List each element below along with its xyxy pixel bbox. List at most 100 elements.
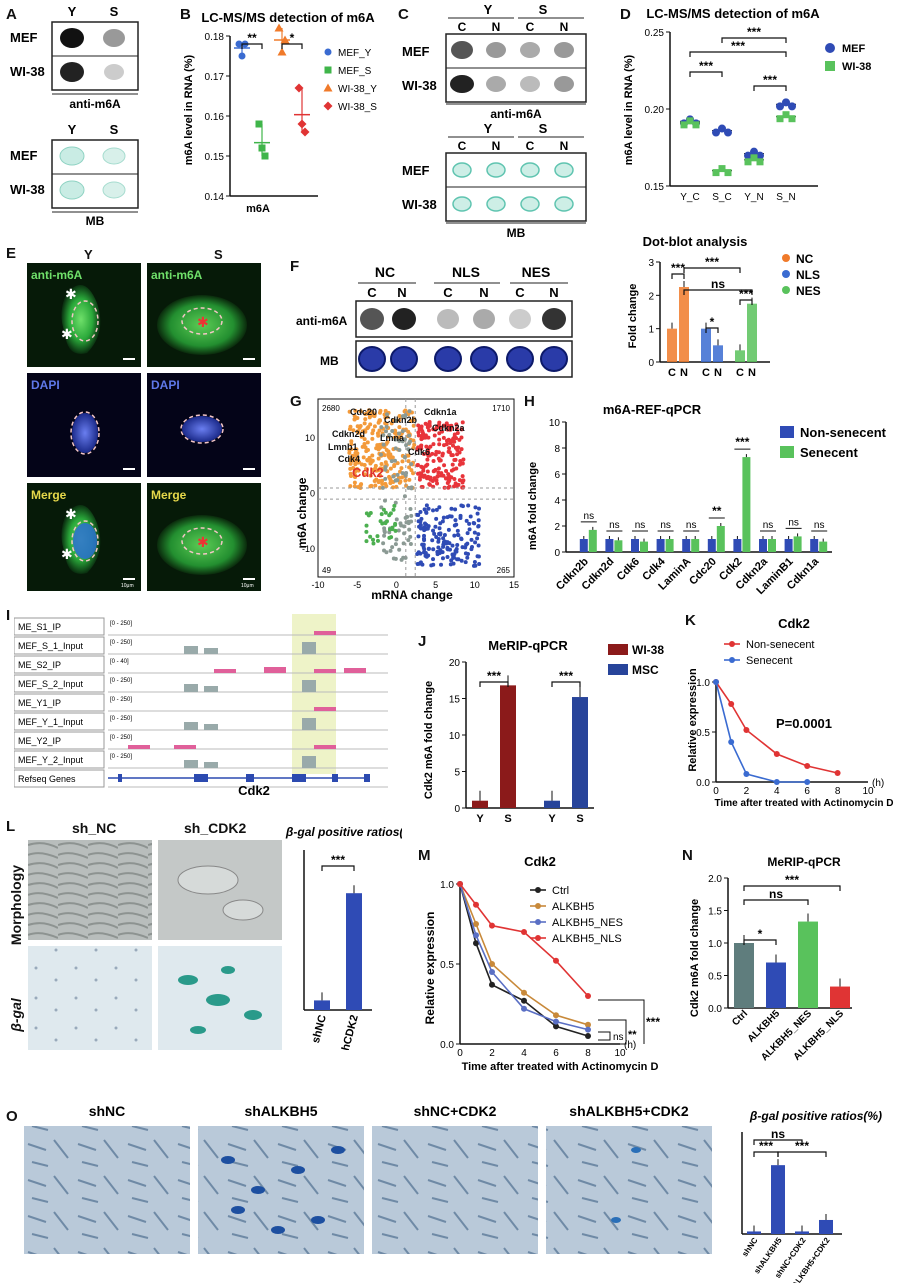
exon <box>364 774 370 782</box>
scatter-point <box>463 560 468 565</box>
track-range: [0 - 250] <box>110 754 132 760</box>
scatter-point <box>422 533 427 538</box>
cell-y <box>61 285 101 354</box>
data-point <box>788 115 796 123</box>
legend-marker <box>535 887 541 893</box>
scatter-point <box>442 463 447 468</box>
bar <box>346 893 362 1010</box>
sig-label: ns <box>609 520 620 531</box>
scatter-point <box>437 505 442 510</box>
scatter-point <box>431 508 436 513</box>
scatter-point <box>362 421 367 426</box>
bar <box>735 350 745 362</box>
scatter-point <box>419 427 424 432</box>
bar <box>733 539 742 552</box>
x-tick-label: 0 <box>457 1048 463 1059</box>
y-tick-label: 0.0 <box>440 1040 454 1051</box>
scatter-point <box>456 533 461 538</box>
scatter-point <box>361 455 366 460</box>
stained-cell <box>231 1206 245 1214</box>
scatter-point <box>352 413 357 418</box>
scatter-point <box>459 427 464 432</box>
sig-label: ** <box>628 1029 637 1041</box>
x-tick-label: 10 <box>862 786 874 797</box>
scatter-point <box>391 474 396 479</box>
track-label-box <box>14 617 105 636</box>
bar <box>793 536 802 552</box>
legend-label: MSC <box>632 663 659 677</box>
x-tick-label: 2 <box>744 786 750 797</box>
scatter-point <box>376 443 381 448</box>
panel-label-i: I <box>6 607 11 624</box>
x-tick-label: Y <box>476 813 484 825</box>
scatter-point <box>444 541 449 546</box>
svg-text:✱: ✱ <box>197 314 209 330</box>
scatter-point <box>437 526 442 531</box>
scatter-point <box>378 466 383 471</box>
sig-label: *** <box>735 435 749 449</box>
y-tick-label: 8 <box>554 444 560 455</box>
scatter-point <box>386 449 391 454</box>
sig-bracket <box>689 71 723 77</box>
scatter-point <box>447 541 452 546</box>
y-axis-label: Cdk2 m6A fold change <box>423 681 435 799</box>
mb-spot <box>59 180 85 200</box>
x-tick-label: N <box>748 367 756 379</box>
scatter-point <box>431 557 436 562</box>
sig-label: ns <box>763 520 774 531</box>
scatter-point <box>395 461 400 466</box>
scatter-point <box>351 428 356 433</box>
sub-c: C <box>458 20 467 34</box>
scatter-point <box>449 468 454 473</box>
sig-bracket <box>671 273 685 279</box>
group-nes: NES <box>522 264 551 280</box>
scatter-point <box>383 510 388 515</box>
scatter-point <box>424 554 429 559</box>
panel-label-j: J <box>418 633 427 650</box>
stained-cell <box>311 1216 325 1224</box>
bar <box>588 529 597 552</box>
scatter-point <box>431 547 436 552</box>
bar <box>784 539 793 552</box>
track-range: [0 - 250] <box>110 678 132 684</box>
sig-label: *** <box>785 873 799 887</box>
scatter-point <box>368 534 373 539</box>
coverage-peak <box>314 745 336 749</box>
scatter-point <box>358 424 363 429</box>
scatter-point <box>368 461 373 466</box>
sig-bracket <box>777 1151 827 1157</box>
dot-blot-spot <box>60 62 84 82</box>
sig-label: *** <box>646 1015 660 1029</box>
y-axis-label: m6A level in RNA (%) <box>623 54 635 165</box>
scatter-point <box>355 415 360 420</box>
scatter-point <box>373 483 378 488</box>
svg-text:N: N <box>560 139 569 153</box>
data-point <box>255 120 263 128</box>
legend-label: WI-38_Y <box>338 84 377 95</box>
bar <box>810 539 819 552</box>
sig-bracket <box>753 1139 803 1145</box>
scatter-point <box>418 510 423 515</box>
y-tick-label: 0.20 <box>645 105 665 116</box>
y-tick-label: 0.5 <box>440 960 454 971</box>
scatter-point <box>385 412 390 417</box>
data-point <box>776 102 784 111</box>
scatter-point <box>378 452 383 457</box>
scatter-point <box>426 506 431 511</box>
bar <box>691 539 700 552</box>
data-point <box>804 779 811 785</box>
scatter-point <box>395 472 400 477</box>
legend-label: MEF_Y <box>338 48 372 59</box>
series-line <box>715 681 808 783</box>
sub-n: N <box>560 20 569 34</box>
track-name: MEF_S_1_Input <box>18 641 84 651</box>
data-point <box>585 1021 591 1028</box>
x-tick-label: 2 <box>489 1048 495 1059</box>
x-tick-label: 6 <box>804 786 810 797</box>
scatter-point <box>421 451 426 456</box>
scatter-point <box>427 482 432 487</box>
scatter-point <box>432 468 437 473</box>
label-anti-m6a: anti-m6A <box>69 97 121 111</box>
scatter-point <box>371 541 376 546</box>
col-y: Y <box>68 122 77 137</box>
